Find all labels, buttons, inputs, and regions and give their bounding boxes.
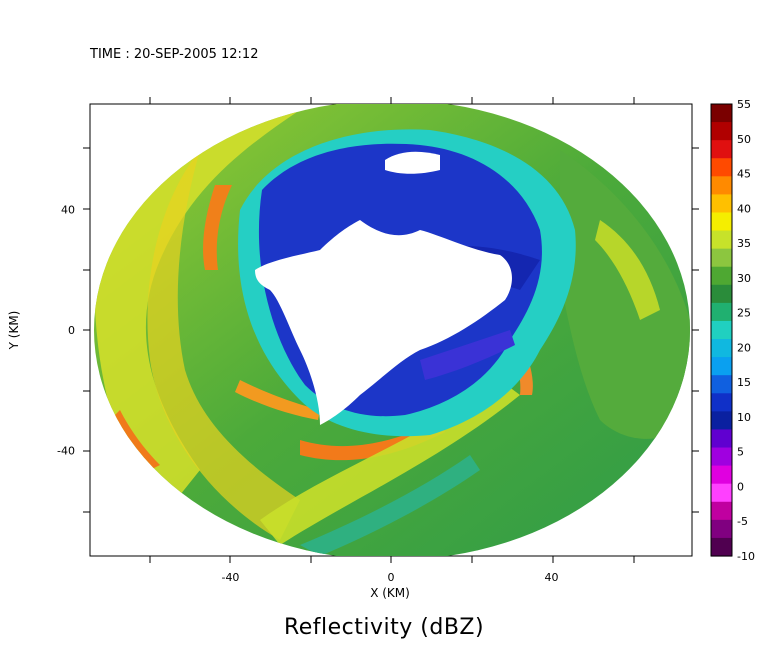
colorbar-label: 30 bbox=[737, 272, 751, 285]
x-axis-label: X (KM) bbox=[370, 586, 410, 600]
colorbar-segment bbox=[711, 284, 732, 304]
colorbar-segment bbox=[711, 320, 732, 340]
x-tick-label: -40 bbox=[221, 571, 239, 584]
colorbar-segment bbox=[711, 158, 732, 177]
colorbar-label: 10 bbox=[737, 411, 751, 424]
colorbar-segment bbox=[711, 194, 732, 214]
colorbar-segment bbox=[711, 212, 732, 232]
axis-ticks bbox=[83, 97, 699, 563]
colorbar-segment bbox=[711, 411, 732, 431]
colorbar-label: 5 bbox=[737, 446, 744, 459]
colorbar-label: -5 bbox=[737, 515, 748, 528]
y-tick-labels: 40 0 -40 bbox=[57, 203, 75, 457]
y-tick-label: -40 bbox=[57, 445, 75, 458]
colorbar-label: 50 bbox=[737, 133, 751, 146]
colorbar-segment bbox=[711, 104, 732, 123]
y-tick-label: 0 bbox=[68, 324, 75, 337]
colorbar-label: 20 bbox=[737, 341, 751, 354]
colorbar-label: 45 bbox=[737, 168, 751, 181]
colorbar-label: -10 bbox=[737, 550, 755, 563]
chart-title: Reflectivity (dBZ) bbox=[283, 615, 485, 640]
colorbar-label: 40 bbox=[737, 202, 751, 215]
colorbar-segment bbox=[711, 140, 732, 159]
colorbar-segment bbox=[711, 357, 732, 376]
colorbar-label: 15 bbox=[737, 376, 751, 389]
y-tick-label: 40 bbox=[61, 203, 75, 216]
colorbar-segment bbox=[711, 375, 732, 394]
colorbar-segment bbox=[711, 393, 732, 412]
colorbar-segment bbox=[711, 122, 732, 141]
colorbar-label: 55 bbox=[737, 98, 751, 111]
x-tick-label: 40 bbox=[545, 571, 559, 584]
colorbar-segment bbox=[711, 519, 732, 539]
colorbar-segment bbox=[711, 266, 732, 286]
colorbar-segment bbox=[711, 447, 732, 467]
colorbar-segment bbox=[711, 501, 732, 521]
colorbar-segment bbox=[711, 465, 732, 485]
reflectivity-field bbox=[94, 104, 690, 556]
colorbar-label: 35 bbox=[737, 237, 751, 250]
colorbar-segment bbox=[711, 176, 732, 195]
colorbar-segment bbox=[711, 483, 732, 503]
colorbar-segment bbox=[711, 537, 732, 557]
colorbar-label: 0 bbox=[737, 480, 744, 493]
colorbar-segment bbox=[711, 339, 732, 358]
colorbar-segment bbox=[711, 429, 732, 449]
x-tick-labels: -40 0 40 bbox=[221, 571, 558, 584]
colorbar-segment bbox=[711, 302, 732, 322]
y-axis-label: Y (KM) bbox=[7, 310, 21, 350]
colorbar-segment bbox=[711, 248, 732, 268]
x-tick-label: 0 bbox=[388, 571, 395, 584]
colorbar-frame bbox=[710, 103, 733, 557]
colorbar-label: 25 bbox=[737, 307, 751, 320]
time-label: TIME : 20-SEP-2005 12:12 bbox=[90, 47, 259, 62]
colorbar-segment bbox=[711, 230, 732, 250]
